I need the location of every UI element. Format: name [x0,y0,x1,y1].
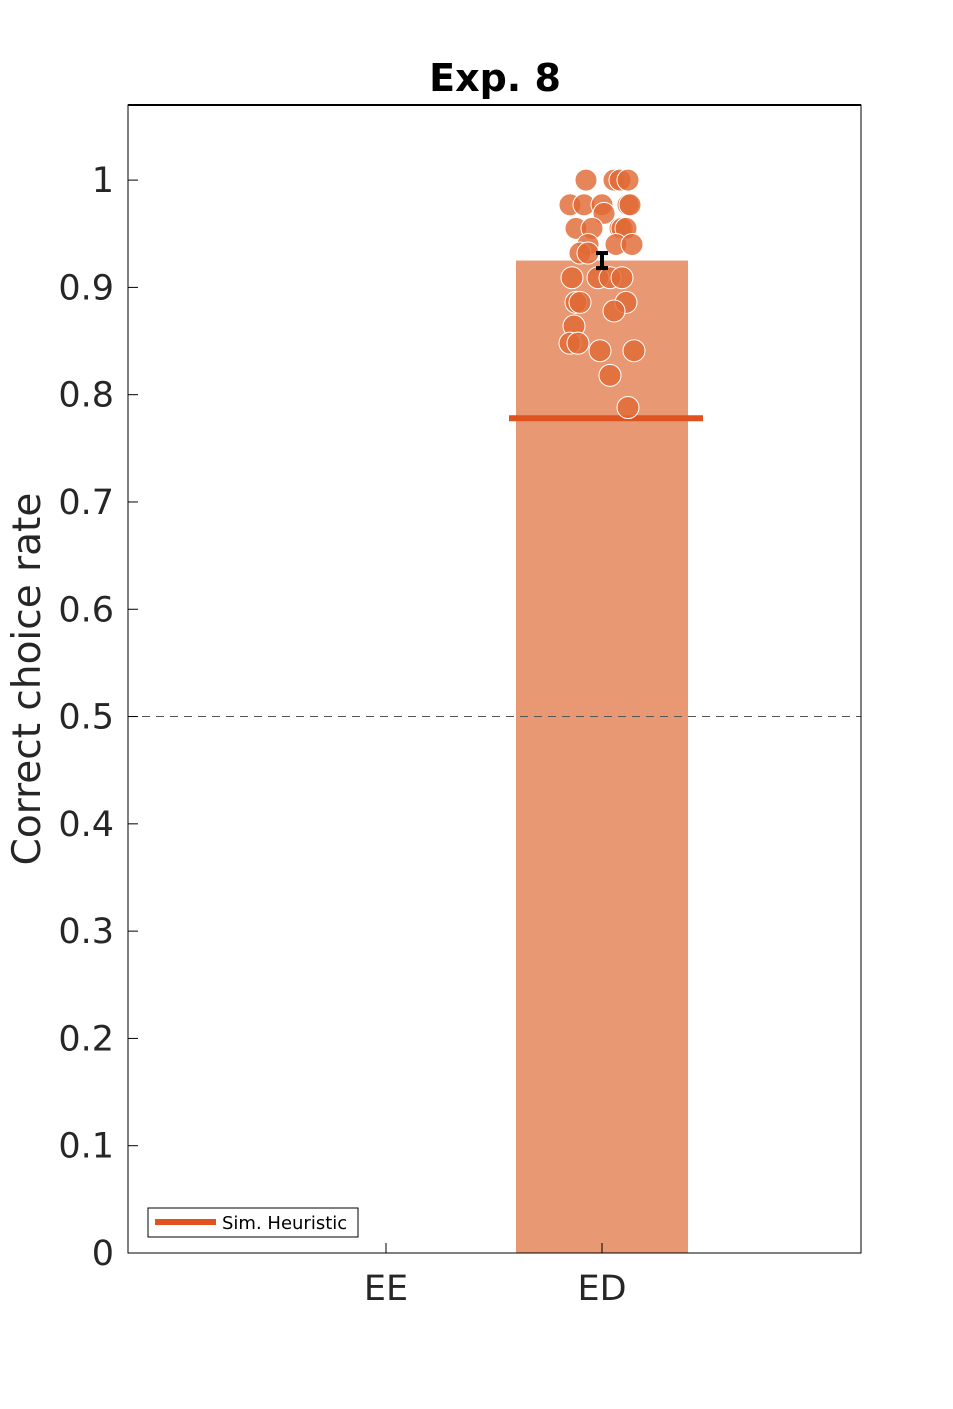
participant-point [620,232,644,256]
y-tick-label: 0.9 [58,268,114,308]
y-tick-label: 0.8 [58,376,114,416]
participant-point [616,396,640,420]
chart-title: Exp. 8 [429,56,561,100]
y-axis-label: Correct choice rate [5,493,50,866]
participant-point [618,193,642,217]
y-tick-label: 0.4 [58,805,114,845]
error-bar-ed [596,251,608,271]
participant-point [598,363,622,387]
participant-point [560,266,584,290]
y-tick-label: 0.3 [58,912,114,952]
participant-point [574,168,598,192]
y-tick-label: 0.2 [58,1019,114,1059]
y-tick-label: 0.5 [58,698,114,738]
participant-point [588,339,612,363]
y-tick-label: 0.1 [58,1127,114,1167]
x-tick-label-ed: ED [577,1269,626,1309]
y-tick-label: 0 [92,1234,114,1274]
x-tick-label-ee: EE [364,1269,408,1309]
y-tick-label: 1 [92,161,114,201]
participant-point [576,241,600,265]
y-tick-label: 0.6 [58,590,114,630]
participant-point [568,290,592,314]
participant-point [622,339,646,363]
participant-point [616,168,640,192]
participant-point [592,201,616,225]
y-tick-label: 0.7 [58,483,114,523]
participant-point [602,299,626,323]
bar-ed [516,260,688,1254]
participant-point [610,266,634,290]
legend: Sim. Heuristic [147,1207,359,1238]
plot-area [128,105,861,1253]
participant-point [566,331,590,355]
legend-label-sim-heuristic: Sim. Heuristic [222,1213,347,1234]
